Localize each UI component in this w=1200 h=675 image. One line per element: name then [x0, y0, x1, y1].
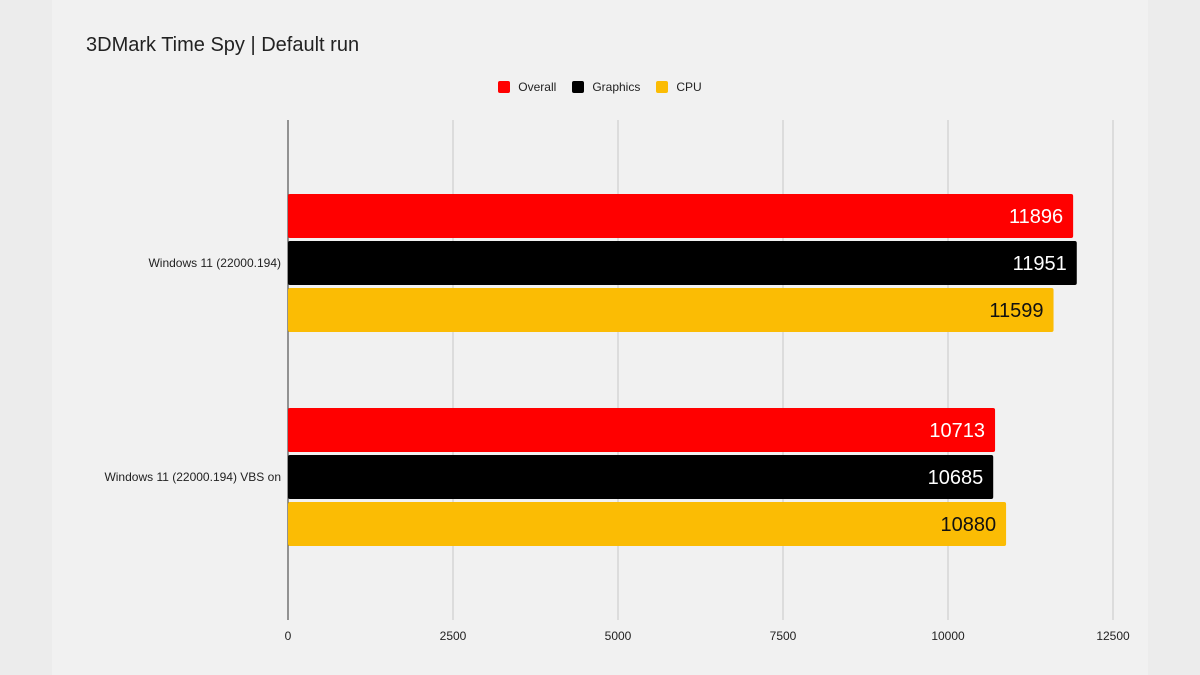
- bar-graphics-2: [288, 455, 994, 499]
- legend-label-overall: Overall: [518, 80, 557, 94]
- value-label-overall-2: 10713: [929, 420, 985, 442]
- legend-item-overall: Overall: [498, 80, 556, 94]
- value-label-overall-1: 11896: [1009, 206, 1063, 228]
- bar-graphics-1: [288, 241, 1077, 285]
- legend: Overall Graphics CPU: [0, 80, 1200, 94]
- legend-item-graphics: Graphics: [572, 80, 640, 94]
- bar-overall-2: [288, 408, 996, 452]
- value-label-graphics-1: 11951: [1013, 253, 1067, 275]
- x-tick-label-5000: 5000: [605, 629, 632, 643]
- legend-swatch-graphics: [572, 81, 585, 93]
- x-tick-label-2500: 2500: [440, 629, 467, 643]
- legend-label-cpu: CPU: [676, 80, 702, 94]
- x-tick-label-7500: 7500: [770, 629, 797, 643]
- category-label-1: Windows 11 (22000.194): [148, 256, 281, 270]
- value-label-cpu-1: 11599: [989, 300, 1043, 322]
- legend-swatch-cpu: [656, 81, 669, 93]
- legend-item-cpu: CPU: [656, 80, 702, 94]
- x-tick-label-10000: 10000: [931, 629, 965, 643]
- bar-overall-1: [288, 194, 1074, 238]
- value-label-graphics-2: 10685: [928, 467, 984, 489]
- category-label-2: Windows 11 (22000.194) VBS on: [104, 470, 281, 484]
- chart-title: 3DMark Time Spy | Default run: [86, 34, 360, 56]
- legend-label-graphics: Graphics: [592, 80, 641, 94]
- value-label-cpu-2: 10880: [940, 514, 996, 536]
- bar-cpu-1: [288, 288, 1054, 332]
- x-tick-label-0: 0: [285, 629, 292, 643]
- bar-cpu-2: [288, 502, 1007, 546]
- x-tick-label-12500: 12500: [1096, 629, 1130, 643]
- chart-card: [52, 0, 1148, 675]
- legend-swatch-overall: [498, 81, 511, 93]
